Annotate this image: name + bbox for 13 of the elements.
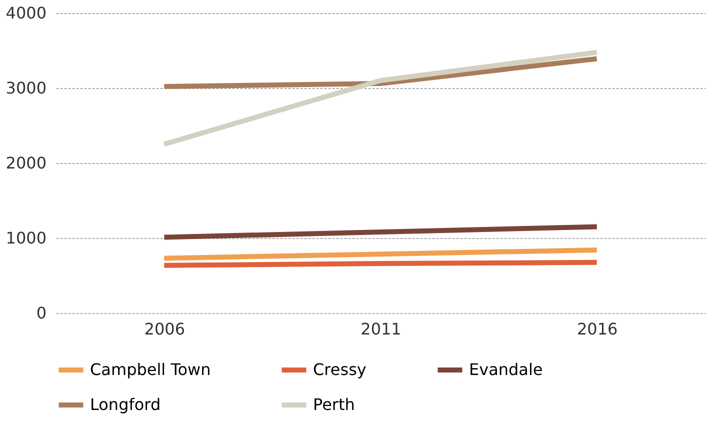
y-tick-label: 3000: [6, 78, 46, 98]
x-tick-label: 2006: [144, 320, 186, 338]
legend-label: Evandale: [469, 360, 543, 379]
y-tick-label: 4000: [6, 4, 46, 22]
x-tick-label: 2011: [360, 320, 402, 338]
y-tick-label: 1000: [6, 228, 46, 248]
legend-label: Cressy: [313, 360, 366, 379]
legend-label: Perth: [313, 395, 355, 414]
legend-label: Longford: [90, 395, 161, 414]
x-tick-label: 2016: [576, 320, 618, 338]
legend-label: Campbell Town: [90, 360, 211, 379]
y-tick-label: 0: [36, 304, 46, 322]
y-tick-label: 2000: [6, 154, 46, 172]
